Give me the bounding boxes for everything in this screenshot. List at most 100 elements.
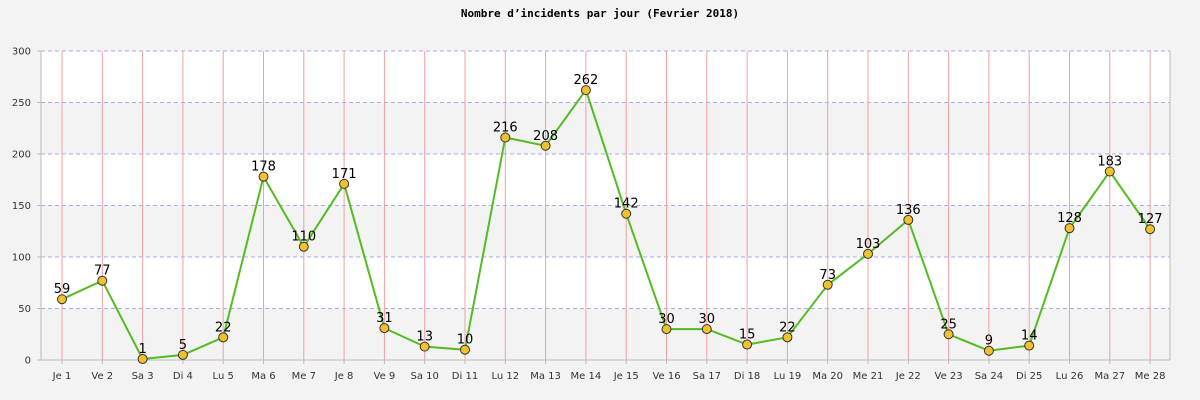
data-point — [742, 339, 753, 350]
data-label: 127 — [1138, 212, 1163, 227]
data-label: 22 — [779, 320, 796, 335]
data-point — [580, 85, 591, 96]
data-point — [1024, 340, 1035, 351]
data-label: 25 — [940, 317, 957, 332]
data-point — [822, 279, 833, 290]
chart-title: Nombre d’incidents par jour (Fevrier 201… — [461, 7, 739, 20]
plot-band — [41, 205, 1170, 257]
data-point — [379, 323, 390, 334]
x-tick-label: Me 7 — [292, 371, 316, 382]
data-label: 59 — [54, 282, 71, 297]
data-label: 15 — [739, 328, 756, 343]
data-label: 73 — [819, 268, 836, 283]
data-label: 22 — [215, 320, 232, 335]
x-tick-label: Ve 9 — [374, 371, 396, 382]
data-point — [460, 344, 470, 355]
vertical-gridlines — [61, 51, 1151, 360]
data-label: 183 — [1097, 155, 1122, 170]
x-tick-label: Lu 26 — [1056, 371, 1084, 382]
data-point — [258, 171, 269, 182]
x-tick-label: Lu 19 — [774, 371, 802, 382]
x-tick-labels: Je 1 Ve 2 Sa 3 Di 4 Lu 5 Ma 6 Me 7 Je 8 Ve 9 Sa 1… — [52, 360, 1166, 382]
data-points — [57, 85, 1156, 364]
data-point — [1145, 224, 1156, 235]
x-tick-label: Di 18 — [734, 371, 760, 382]
data-label: 103 — [856, 237, 881, 252]
data-point — [1104, 166, 1115, 177]
data-point — [298, 241, 309, 252]
y-tick-label: 150 — [12, 201, 31, 212]
x-tick-label: Sa 3 — [132, 371, 154, 382]
data-label: 5 — [179, 338, 187, 353]
plot-band — [41, 51, 1170, 103]
x-tick-label: Ma 20 — [812, 371, 843, 382]
data-point — [339, 178, 350, 189]
data-label: 262 — [573, 73, 598, 88]
x-tick-label: Me 21 — [853, 371, 884, 382]
x-tick-label: Di 11 — [452, 371, 478, 382]
data-label: 110 — [291, 230, 316, 245]
plot-band — [41, 102, 1170, 154]
data-point — [540, 140, 551, 151]
x-tick-label: Di 4 — [173, 371, 193, 382]
data-label: 9 — [985, 334, 993, 349]
x-tick-label: Je 15 — [613, 371, 639, 382]
data-point — [218, 332, 229, 343]
data-point — [500, 132, 511, 143]
data-label: 13 — [416, 330, 433, 345]
plot-band — [41, 154, 1170, 206]
plot-band — [41, 257, 1170, 309]
series-line — [61, 89, 1151, 360]
x-tick-label: Je 1 — [52, 371, 72, 382]
data-point — [782, 332, 793, 343]
data-label: 171 — [332, 167, 357, 182]
y-tick-label: 250 — [12, 98, 31, 109]
x-tick-label: Di 25 — [1016, 371, 1042, 382]
y-tick-label: 300 — [12, 47, 31, 58]
data-point — [419, 341, 430, 352]
x-tick-label: Ma 27 — [1094, 371, 1125, 382]
x-tick-label: Je 22 — [895, 371, 921, 382]
y-tick-label: 100 — [12, 253, 31, 264]
data-point — [701, 324, 712, 335]
data-point — [137, 353, 148, 364]
horizontal-gridlines — [41, 50, 1170, 309]
data-label: 136 — [896, 203, 921, 218]
data-label: 216 — [493, 121, 518, 136]
x-tick-label: Ma 6 — [251, 371, 275, 382]
data-point — [621, 208, 632, 219]
series-polyline — [61, 89, 1151, 360]
data-point — [661, 324, 672, 335]
data-label: 128 — [1057, 211, 1082, 226]
x-tick-label: Ve 23 — [935, 371, 963, 382]
x-tick-label: Me 28 — [1135, 371, 1166, 382]
data-point — [983, 345, 994, 356]
data-label: 208 — [533, 129, 558, 144]
data-label: 142 — [614, 197, 639, 212]
x-tick-label: Me 14 — [571, 371, 602, 382]
data-label: 30 — [658, 312, 675, 327]
y-tick-label: 0 — [25, 356, 31, 367]
y-tick-label: 200 — [12, 150, 31, 161]
data-point — [863, 248, 873, 259]
plot-band — [41, 308, 1170, 360]
data-label: 31 — [376, 311, 393, 326]
plot-bands — [41, 51, 1170, 360]
data-point — [1064, 223, 1075, 234]
data-label: 30 — [699, 312, 716, 327]
data-point — [943, 329, 954, 340]
x-tick-label: Sa 10 — [411, 371, 439, 382]
x-tick-label: Sa 24 — [975, 371, 1003, 382]
x-tick-label: Sa 17 — [693, 371, 721, 382]
data-label: 10 — [457, 333, 474, 348]
x-tick-label: Je 8 — [334, 371, 354, 382]
x-tick-label: Ma 13 — [530, 371, 561, 382]
data-point — [57, 294, 67, 305]
data-point — [97, 275, 108, 286]
x-tick-label: Ve 2 — [91, 371, 113, 382]
y-tick-label: 50 — [18, 304, 31, 315]
data-point — [903, 214, 914, 225]
x-tick-label: Lu 5 — [213, 371, 234, 382]
